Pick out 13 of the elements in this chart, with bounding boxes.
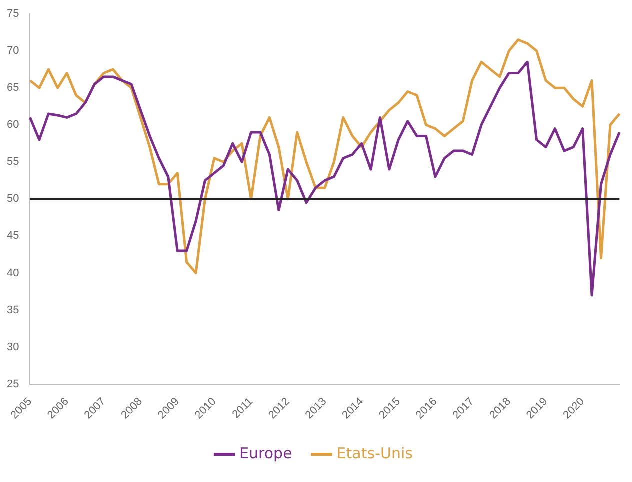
y-tick-label: 45 [6, 230, 20, 242]
y-tick-label: 75 [6, 8, 20, 20]
y-tick-label: 55 [6, 156, 20, 168]
y-tick-label: 65 [6, 82, 20, 94]
y-tick-label: 60 [6, 119, 20, 132]
legend-label: Etats-Unis [336, 444, 414, 462]
legend-label: Europe [240, 444, 292, 462]
y-tick-label: 50 [6, 193, 20, 206]
y-tick-label: 40 [6, 267, 20, 280]
y-tick-label: 35 [6, 304, 20, 316]
y-tick-label: 25 [6, 378, 20, 390]
y-tick-label: 30 [6, 341, 20, 354]
y-tick-label: 70 [6, 45, 20, 58]
